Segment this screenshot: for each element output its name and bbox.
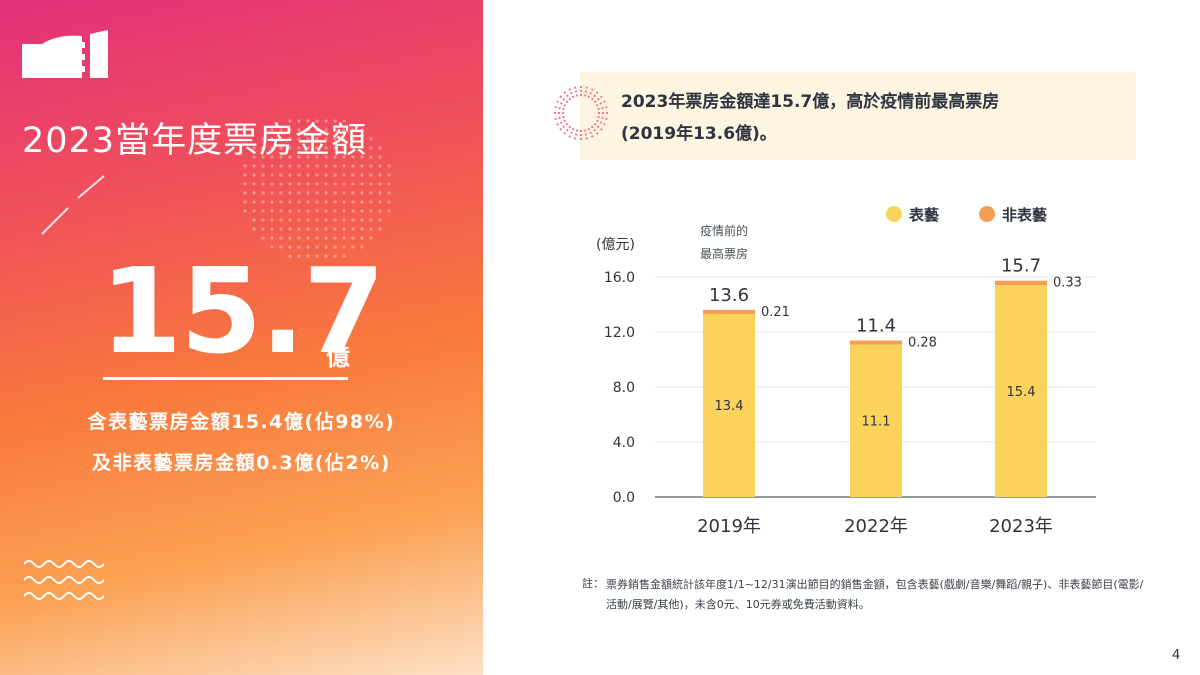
y-axis-label: (億元) [596, 237, 635, 253]
non-performing-value-label: 0.28 [908, 336, 937, 351]
legend-label: 表藝 [909, 206, 939, 224]
y-tick-label: 8.0 [613, 380, 635, 396]
note-text: 票券銷售金額統計該年度1/1~12/31演出節目的銷售金額，包含表藝(戲劇/音樂… [606, 578, 1144, 611]
big-total-unit: 億 [326, 343, 350, 371]
legend-swatch [886, 206, 902, 222]
x-category-label: 2022年 [844, 516, 908, 537]
summary-line-2: 及非表藝票房金額0.3億(佔2%) [92, 452, 391, 474]
sunburst-icon [554, 86, 608, 140]
bar-performing-arts [703, 312, 755, 497]
callout-line-2: (2019年13.6億)。 [621, 124, 777, 144]
segment-value-label: 15.4 [1007, 385, 1036, 400]
underline-divider [103, 377, 348, 380]
x-category-label: 2023年 [989, 516, 1053, 537]
wave-decoration-icon [24, 560, 104, 600]
big-total-value: 15.7 [100, 242, 385, 380]
bar-non-performing-arts [995, 280, 1047, 286]
y-tick-label: 12.0 [604, 325, 635, 341]
callout-line-1: 2023年票房金額達15.7億，高於疫情前最高票房 [621, 92, 1000, 112]
pre-pandemic-annotation: 疫情前的 [700, 223, 748, 238]
total-value-label: 13.6 [709, 285, 749, 306]
left-panel: 2023當年度票房金額 15.7 億 含表藝票房金額15.4億(佔98%) 及非… [0, 0, 483, 675]
summary-line-1: 含表藝票房金額15.4億(佔98%) [87, 411, 396, 433]
callout-box [580, 72, 1136, 160]
non-performing-value-label: 0.21 [761, 305, 790, 320]
y-tick-label: 4.0 [613, 435, 635, 451]
total-value-label: 15.7 [1001, 256, 1041, 277]
y-tick-label: 0.0 [613, 490, 635, 506]
segment-value-label: 11.1 [862, 415, 891, 430]
note-label: 註： [582, 577, 604, 590]
left-title: 2023當年度票房金額 [22, 121, 368, 161]
y-tick-label: 16.0 [604, 270, 635, 286]
x-category-label: 2019年 [697, 516, 761, 537]
bar-performing-arts [850, 344, 902, 497]
segment-value-label: 13.4 [715, 399, 744, 414]
pre-pandemic-annotation: 最高票房 [700, 246, 748, 261]
page-number: 4 [1172, 648, 1181, 663]
bar-performing-arts [995, 285, 1047, 497]
non-performing-value-label: 0.33 [1053, 276, 1082, 291]
ticket-logo-icon [22, 30, 108, 78]
dot-pattern-icon [243, 119, 391, 258]
bar-non-performing-arts [850, 340, 902, 345]
callout-text: 2023年票房金額達15.7億，高於疫情前最高票房 (2019年13.6億)。 [621, 86, 1121, 150]
total-value-label: 11.4 [856, 316, 896, 337]
bar-non-performing-arts [703, 309, 755, 314]
legend-label: 非表藝 [1002, 206, 1047, 224]
slash-decoration-icon [41, 175, 105, 235]
legend-swatch [979, 206, 995, 222]
